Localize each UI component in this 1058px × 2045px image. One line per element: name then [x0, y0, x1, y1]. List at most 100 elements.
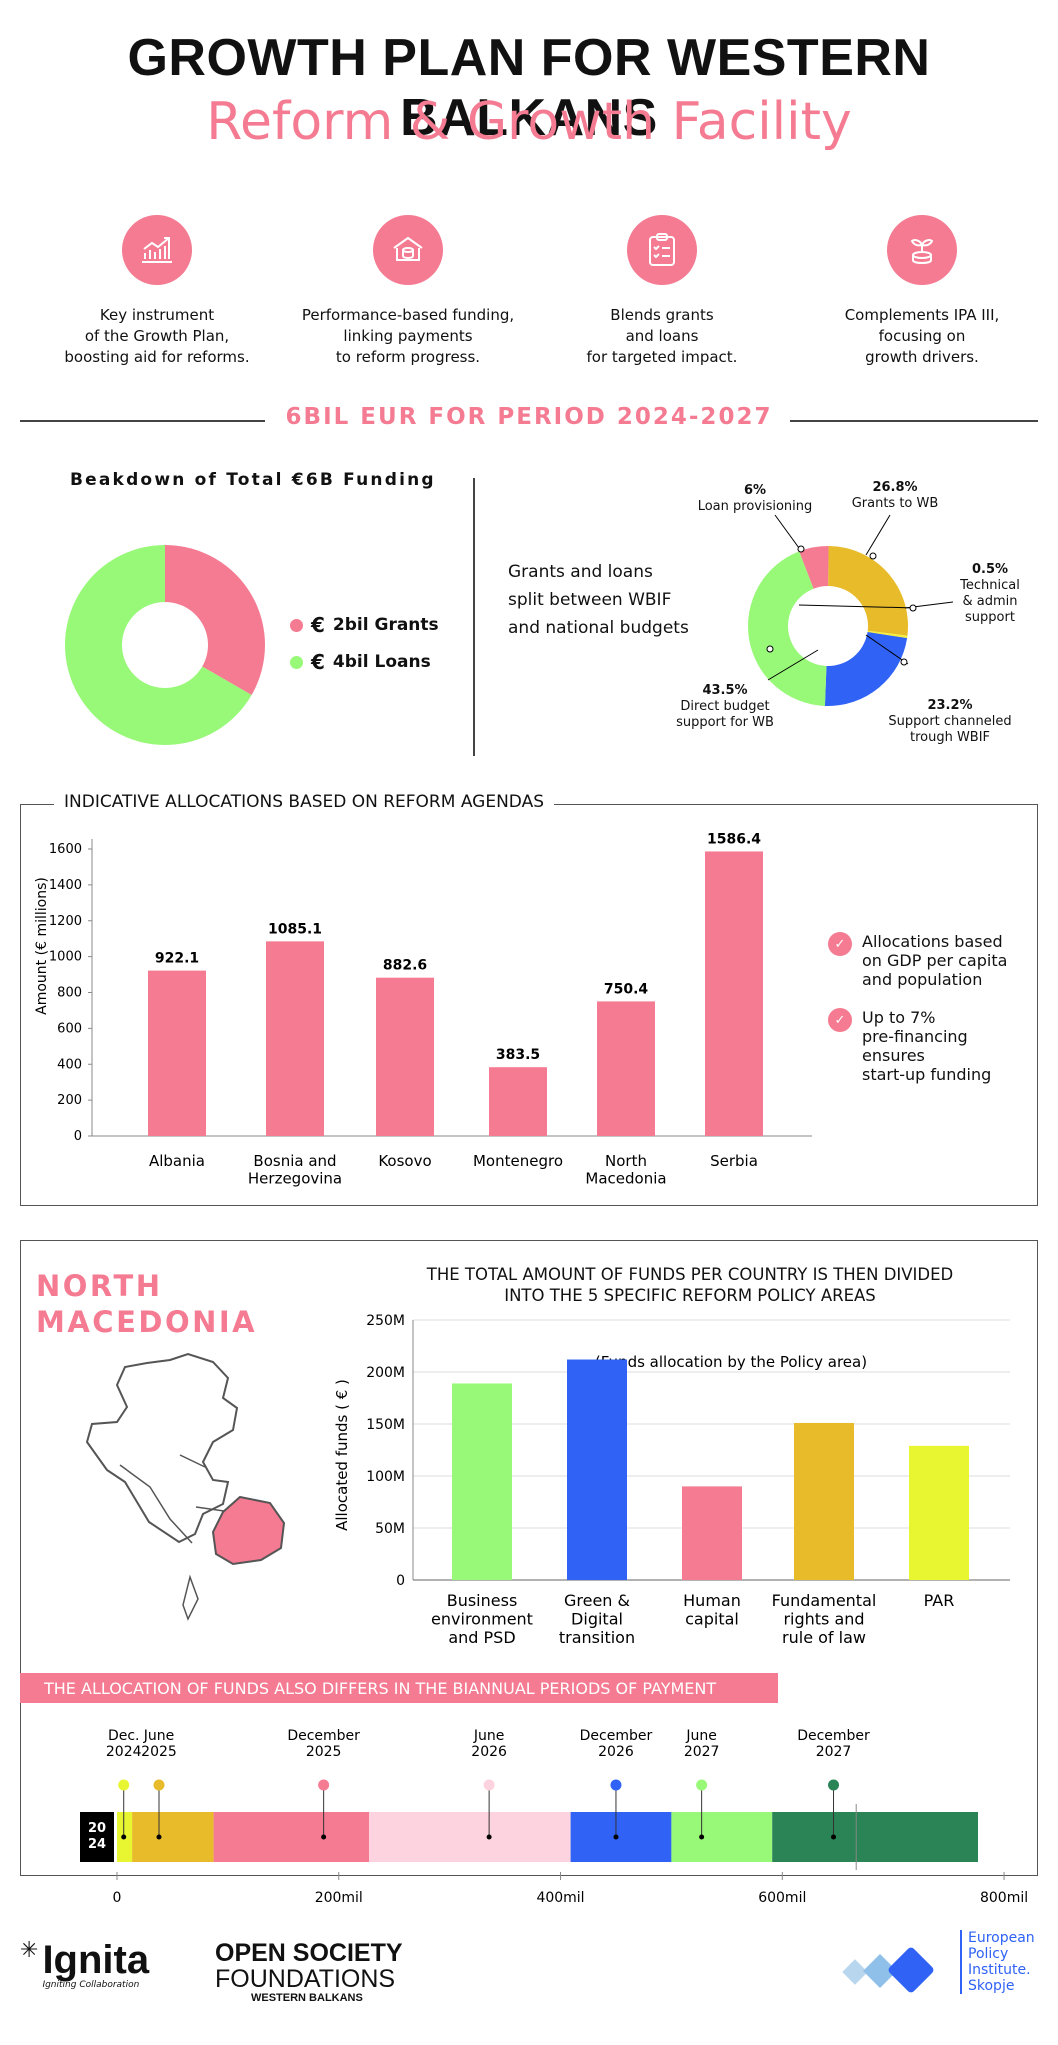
- bar: [567, 1359, 627, 1580]
- y-tick-label: 150M: [366, 1417, 405, 1433]
- bar: [452, 1383, 512, 1580]
- split-pct: 6%: [743, 483, 767, 498]
- x-tick-label: Serbia: [710, 1152, 758, 1170]
- page-subtitle: Reform & Growth Facility: [206, 92, 852, 152]
- y-tick-label: 0: [396, 1573, 405, 1589]
- timeline-pin-dot: [486, 1834, 492, 1840]
- donut-slice: [828, 546, 908, 636]
- y-tick-label: 1200: [49, 914, 82, 929]
- donut-slice: [799, 546, 829, 589]
- donut-slice: [165, 545, 265, 695]
- feature-item: Performance-based funding, linking payme…: [278, 215, 538, 368]
- x-tick-label: PAR: [924, 1591, 955, 1610]
- x-tick-label: Kosovo: [378, 1152, 431, 1170]
- period-label: June 2027: [684, 1728, 720, 1760]
- y-axis-label: Amount (€ millions): [34, 877, 50, 1015]
- nm-chart-title: THE TOTAL AMOUNT OF FUNDS PER COUNTRY IS…: [426, 1265, 954, 1305]
- note-text: Allocations based on GDP per capita and …: [862, 932, 1008, 989]
- y-tick-label: 1600: [49, 842, 82, 857]
- x-tick-label: Bosnia and Herzegovina: [248, 1152, 342, 1187]
- period-label: June 2025: [141, 1728, 177, 1760]
- timeline-pin-dot: [321, 1834, 327, 1840]
- split-text: Support channeled trough WBIF: [888, 714, 1012, 745]
- osf-logo: OPEN SOCIETY FOUNDATIONS WESTERN BALKANS: [215, 1940, 403, 2004]
- page-title: GROWTH PLAN FOR WESTERN BALKANS: [127, 29, 931, 147]
- period-label: December 2026: [580, 1728, 653, 1760]
- feature-item: Key instrument of the Growth Plan, boost…: [27, 215, 287, 368]
- section-heading: NORTH MACEDONIA: [36, 1269, 258, 1339]
- timeline-pin-dot: [831, 1834, 837, 1840]
- y-tick-label: 1400: [49, 878, 82, 893]
- data-label: 882.6: [383, 958, 427, 974]
- timeline-pin-dot: [121, 1834, 127, 1840]
- donut-slice: [65, 545, 252, 745]
- timeline-segment: [570, 1812, 672, 1862]
- breakdown-donut: [65, 545, 265, 745]
- period-label: 6BIL EUR FOR PERIOD 2024-2027: [285, 404, 773, 430]
- x-tick-label: 800mil: [980, 1890, 1028, 1906]
- bar: [489, 1067, 547, 1136]
- split-text: Direct budget support for WB: [676, 699, 774, 730]
- growth-chart-icon: [122, 215, 192, 285]
- data-label: 383.5: [496, 1047, 540, 1063]
- period-label: December 2027: [797, 1728, 870, 1760]
- split-label: 6% Loan provisioning: [690, 483, 820, 515]
- donut-slice: [867, 630, 908, 639]
- feature-item: Blends grants and loans for targeted imp…: [532, 215, 792, 368]
- timeline-pin: [118, 1779, 130, 1791]
- x-tick-label: 400mil: [536, 1890, 584, 1906]
- north-macedonia-panel: [20, 1240, 1038, 1876]
- split-text: Grants to WB: [851, 496, 939, 511]
- split-pct: 43.5%: [702, 683, 748, 698]
- x-tick-label: Human capital: [683, 1591, 741, 1628]
- timeline-segment: [671, 1812, 773, 1862]
- x-tick-label: North Macedonia: [585, 1152, 666, 1187]
- bank-coins-icon: [373, 215, 443, 285]
- timeline-pin: [828, 1779, 840, 1791]
- bar: [148, 970, 206, 1136]
- split-text: Loan provisioning: [697, 499, 813, 514]
- y-tick-label: 200M: [366, 1365, 405, 1381]
- split-leaders: [766, 514, 954, 681]
- feature-text: Complements IPA III, focusing on growth …: [844, 306, 1000, 366]
- data-label: 1586.4: [707, 831, 761, 847]
- check-icon: ✓: [828, 1008, 852, 1032]
- split-pct: 23.2%: [927, 698, 973, 713]
- y-tick-label: 400: [57, 1057, 82, 1072]
- y-tick-label: 250M: [366, 1313, 405, 1329]
- y-axis-label: Allocated funds ( € ): [333, 1379, 351, 1531]
- x-tick-label: 200mil: [315, 1890, 363, 1906]
- allocations-bar-chart: 0 200 400 600 800 1000 1200 1400 1600 Amount (€ m…: [34, 831, 812, 1187]
- x-tick-label: 600mil: [758, 1890, 806, 1906]
- timeline-pin-dot: [613, 1834, 619, 1840]
- timeline-banner: THE ALLOCATION OF FUNDS ALSO DIFFERS IN …: [20, 1673, 778, 1703]
- split-text: Technical & admin support: [960, 578, 1020, 625]
- legend-label: 2bil Grants: [332, 615, 439, 635]
- timeline-pin-dot: [699, 1834, 705, 1840]
- bar: [266, 941, 324, 1136]
- feature-text: Performance-based funding, linking payme…: [301, 306, 515, 366]
- bar: [597, 1001, 655, 1136]
- y-tick-label: 1000: [49, 950, 82, 965]
- plant-coin-icon: [887, 215, 957, 285]
- epi-text: European Policy Institute. Skopje: [960, 1930, 1035, 1994]
- data-label: 750.4: [604, 981, 649, 997]
- timeline-pin: [153, 1779, 165, 1791]
- y-tick-label: 0: [74, 1129, 82, 1144]
- split-description: Grants and loans split between WBIF and …: [508, 562, 689, 638]
- euro-icon: €: [311, 613, 325, 637]
- y-tick-label: 800: [57, 986, 82, 1001]
- feature-text: Key instrument of the Growth Plan, boost…: [64, 306, 250, 366]
- timeline-segment: [132, 1812, 214, 1862]
- split-pct: 26.8%: [872, 480, 918, 495]
- split-donut: [748, 546, 908, 706]
- policy-area-bar-chart: 0 50M 100M 150M 200M 250M Allocated funds ( € …: [333, 1313, 1010, 1647]
- osf-line3: WESTERN BALKANS: [251, 1992, 363, 2004]
- osf-line2: FOUNDATIONS: [215, 1965, 396, 1993]
- divider: [790, 420, 1038, 422]
- timeline-segment: [772, 1812, 978, 1862]
- period-label: December 2025: [287, 1728, 360, 1760]
- legend-label: 4bil Loans: [332, 652, 431, 672]
- ignita-tagline: Igniting Collaboration: [42, 1980, 140, 1990]
